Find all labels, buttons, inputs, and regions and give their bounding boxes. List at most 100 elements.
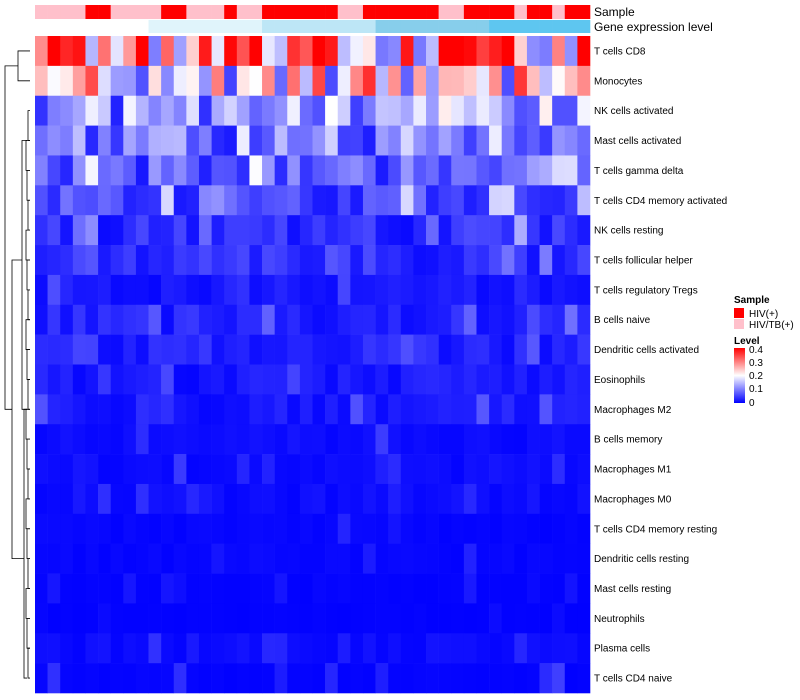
heatmap-cell — [451, 424, 465, 455]
annotation-label-sample: Sample — [594, 5, 635, 19]
heatmap-cell — [211, 274, 225, 306]
heatmap-cell — [135, 573, 149, 604]
sample-annotation-cell — [224, 5, 238, 19]
heatmap-cell — [463, 424, 477, 455]
heatmap-cell — [463, 215, 477, 246]
sample-annotation-cell — [413, 5, 427, 19]
heatmap-cell — [400, 424, 414, 455]
heatmap-cell — [148, 36, 162, 67]
gene-expression-cell — [85, 20, 99, 33]
sample-annotation-cell — [388, 5, 402, 19]
heatmap-cell — [287, 663, 301, 694]
heatmap-cell — [198, 65, 212, 97]
heatmap-cell — [72, 573, 86, 604]
heatmap-cell — [148, 155, 162, 186]
heatmap-cell — [173, 155, 187, 186]
heatmap-cell — [564, 215, 578, 246]
heatmap-cell — [476, 364, 490, 395]
heatmap-cell — [186, 274, 200, 306]
heatmap-cell — [198, 155, 212, 186]
heatmap-cell — [362, 663, 376, 694]
heatmap-cell — [47, 245, 61, 276]
heatmap-cell — [198, 274, 212, 306]
heatmap-cell — [325, 245, 339, 276]
heatmap-cell — [451, 603, 465, 634]
heatmap-cell — [72, 334, 86, 365]
heatmap-cell — [526, 36, 540, 67]
heatmap-cell — [438, 573, 452, 604]
heatmap-cell — [375, 334, 389, 365]
heatmap-cell — [135, 513, 149, 544]
legend-label-hivtb: HIV/TB(+) — [749, 320, 794, 331]
heatmap-cell — [274, 95, 288, 126]
heatmap-cell — [60, 245, 74, 276]
legend-level-tick-0.1: 0.1 — [749, 384, 763, 395]
heatmap-cell — [211, 215, 225, 246]
heatmap-cell — [135, 334, 149, 365]
heatmap-cell — [451, 274, 465, 306]
heatmap-cell — [312, 543, 326, 574]
heatmap-cell — [249, 274, 263, 306]
heatmap-cell — [577, 513, 591, 544]
heatmap-cell — [400, 334, 414, 365]
heatmap-cell — [337, 36, 351, 67]
heatmap-cell — [564, 454, 578, 485]
heatmap-cell — [98, 424, 111, 455]
heatmap-cell — [72, 304, 86, 335]
row-label: NK cells resting — [594, 226, 663, 237]
heatmap-cell — [274, 245, 288, 276]
heatmap-cell — [501, 185, 515, 216]
heatmap-cell — [476, 633, 490, 664]
heatmap-cell — [489, 424, 503, 455]
heatmap-cell — [400, 185, 414, 216]
row-label: T cells regulatory Tregs — [594, 285, 698, 296]
heatmap-cell — [161, 364, 175, 395]
heatmap-cell — [337, 364, 351, 395]
heatmap-cell — [211, 394, 225, 425]
heatmap-cell — [337, 334, 351, 365]
heatmap-cell — [236, 215, 250, 246]
heatmap-cell — [526, 334, 540, 365]
heatmap-cell — [526, 364, 540, 395]
row-label: T cells follicular helper — [594, 255, 693, 266]
heatmap-cell — [35, 394, 48, 425]
heatmap-cell — [274, 274, 288, 306]
gene-expression-cell — [224, 20, 238, 33]
heatmap-cell — [539, 304, 553, 335]
heatmap-cell — [526, 603, 540, 634]
heatmap-cell — [413, 603, 427, 634]
heatmap-cell — [299, 454, 313, 485]
heatmap-cell — [198, 215, 212, 246]
heatmap-cell — [249, 633, 263, 664]
heatmap-cell — [438, 334, 452, 365]
heatmap-cell — [501, 245, 515, 276]
heatmap-cell — [211, 125, 225, 156]
heatmap-cell — [85, 603, 99, 634]
heatmap-cell — [489, 334, 503, 365]
heatmap-cell — [489, 364, 503, 395]
heatmap-cell — [451, 334, 465, 365]
heatmap-cell — [98, 274, 111, 306]
heatmap-cell — [47, 274, 61, 306]
heatmap-cell — [426, 274, 439, 306]
heatmap-cell — [552, 125, 566, 156]
heatmap-cell — [388, 543, 402, 574]
heatmap-cell — [224, 454, 238, 485]
heatmap-cell — [123, 543, 137, 574]
heatmap-cell — [476, 215, 490, 246]
legend-level: Level 0.4 0.3 0.2 0.1 0 — [734, 336, 763, 409]
heatmap-cell — [98, 483, 111, 515]
heatmap-cell — [123, 185, 137, 216]
heatmap-cell — [337, 483, 351, 515]
heatmap-cell — [35, 125, 48, 156]
gene-expression-cell — [72, 20, 86, 33]
heatmap-cell — [110, 304, 124, 335]
row-label: T cells CD4 memory activated — [594, 196, 727, 207]
heatmap-cell — [262, 573, 275, 604]
heatmap-cell — [135, 185, 149, 216]
heatmap-cell — [552, 334, 566, 365]
row-label: Monocytes — [594, 76, 642, 87]
heatmap-cell — [287, 573, 301, 604]
heatmap-cell — [72, 483, 86, 515]
heatmap-cell — [564, 663, 578, 694]
